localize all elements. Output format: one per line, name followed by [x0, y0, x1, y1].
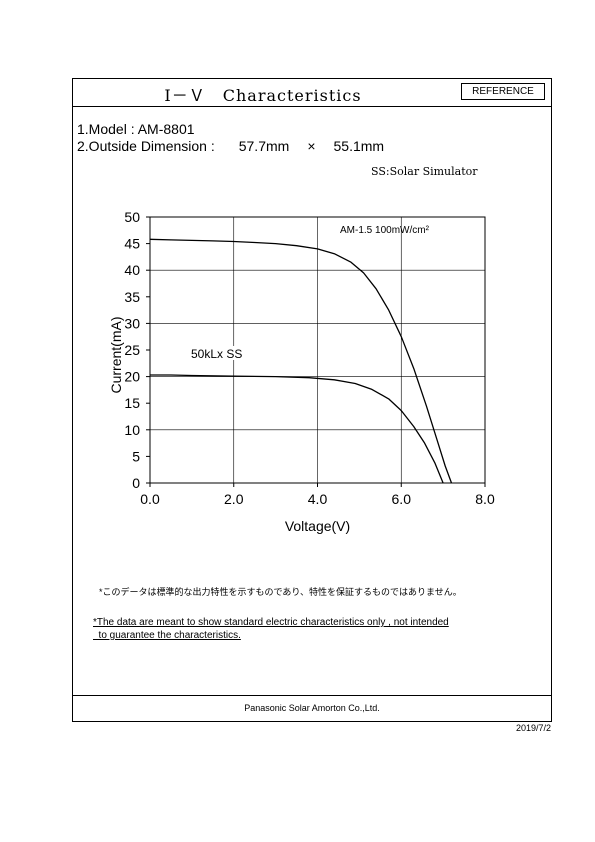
y-tick-label: 30	[124, 315, 140, 331]
y-tick-label: 15	[124, 395, 140, 411]
y-tick-label: 50	[124, 209, 140, 225]
model-spec: 1.Model : AM-8801	[77, 121, 195, 137]
dimension-width: 57.7mm	[238, 138, 290, 154]
dimension-height: 55.1mm	[333, 138, 385, 154]
page-title: Ⅰ－Ｖ Characteristics	[164, 86, 362, 105]
title-row: Ⅰ－Ｖ Characteristics REFERENCE	[73, 79, 551, 107]
y-tick-label: 25	[124, 342, 140, 358]
dimension-label: 2.Outside Dimension :	[77, 138, 215, 154]
document-date: 2019/7/2	[515, 723, 551, 733]
x-tick-label: 8.0	[475, 491, 495, 507]
x-tick-label: 6.0	[392, 491, 412, 507]
y-tick-label: 40	[124, 262, 140, 278]
y-tick-label: 45	[124, 236, 140, 252]
series-line-0	[149, 238, 453, 484]
y-tick-label: 10	[124, 422, 140, 438]
dimension-times-sign: ×	[307, 138, 316, 154]
english-disclaimer: *The data are meant to show standard ele…	[93, 616, 449, 642]
series-line-1	[150, 374, 444, 484]
footer-row: Panasonic Solar Amorton Co.,Ltd.	[73, 695, 551, 722]
x-tick-label: 0.0	[140, 491, 160, 507]
company-name: Panasonic Solar Amorton Co.,Ltd.	[244, 703, 380, 713]
japanese-disclaimer: *このデータは標準的な出力特性を示すものであり、特性を保証するものではありません…	[99, 587, 462, 597]
x-tick-label: 2.0	[224, 491, 244, 507]
english-disclaimer-line-1: *The data are meant to show standard ele…	[93, 617, 449, 628]
x-tick-label: 4.0	[308, 491, 328, 507]
x-axis-label: Voltage(V)	[285, 518, 350, 534]
dimension-spec: 2.Outside Dimension : 57.7mm × 55.1mm	[77, 138, 384, 154]
english-disclaimer-line-2: to guarantee the characteristics.	[93, 630, 241, 641]
y-tick-label: 0	[132, 475, 140, 491]
series-label-bg	[188, 346, 258, 360]
datasheet-frame: Ⅰ－Ｖ Characteristics REFERENCE 1.Model : …	[72, 78, 552, 722]
series-label-50klx: 50kLx SS	[191, 347, 242, 361]
series-label-am15: AM-1.5 100mW/cm²	[340, 225, 430, 236]
solar-simulator-note: SS:Solar Simulator	[371, 165, 478, 178]
y-axis-label: Current(mA)	[108, 316, 124, 393]
y-tick-label: 20	[124, 369, 140, 385]
reference-badge: REFERENCE	[461, 83, 545, 100]
y-tick-label: 35	[124, 289, 140, 305]
y-tick-label: 5	[132, 448, 140, 464]
